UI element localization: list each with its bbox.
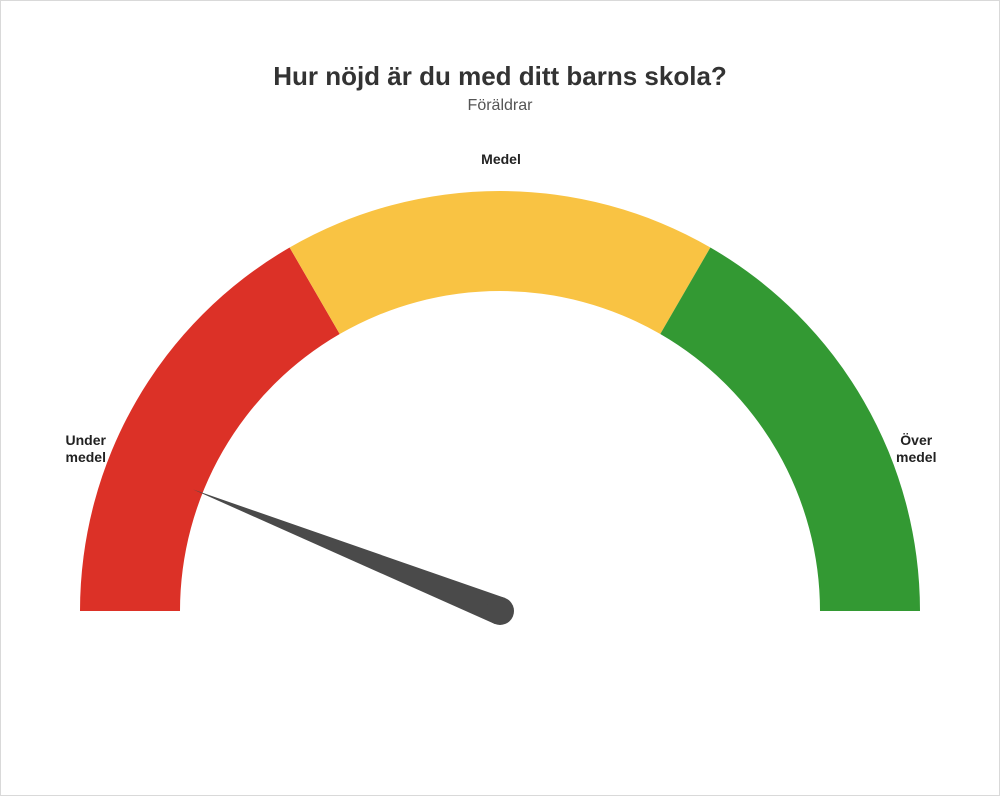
segment-label-over-medel: Över medel <box>886 432 946 467</box>
segment-label-medel: Medel <box>461 151 541 169</box>
gauge-needle-cap <box>486 597 514 625</box>
chart-title: Hur nöjd är du med ditt barns skola? <box>1 61 999 92</box>
segment-label-under-medel: Under medel <box>56 432 116 467</box>
gauge-segment-0 <box>80 247 340 611</box>
gauge-chart <box>80 191 920 646</box>
chart-subtitle: Föräldrar <box>1 97 999 115</box>
gauge-segment-1 <box>290 191 711 334</box>
gauge-segment-2 <box>660 247 920 611</box>
chart-frame: Hur nöjd är du med ditt barns skola? För… <box>0 0 1000 796</box>
gauge-svg <box>80 191 920 641</box>
gauge-needle <box>193 490 505 624</box>
